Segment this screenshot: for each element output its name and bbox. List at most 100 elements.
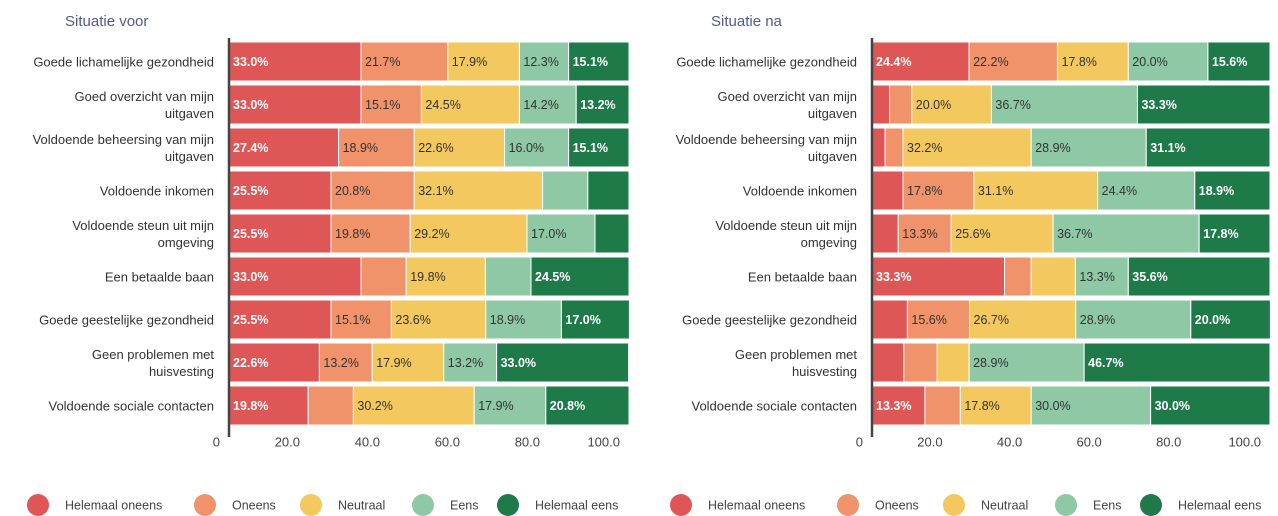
bar-segment (871, 299, 908, 340)
bar-segment (889, 84, 913, 125)
value-label: 36.7% (1057, 227, 1092, 241)
bar-segment (871, 213, 899, 254)
category-label: Goed overzicht van mijn uitgaven (74, 88, 214, 121)
value-label: 15.1% (573, 141, 608, 155)
bar-segment (1097, 170, 1196, 211)
bar-segment (330, 170, 415, 211)
value-label: 18.9% (1199, 184, 1234, 198)
legend-marker (194, 494, 216, 516)
category-label: Goede geestelijke gezondheid (682, 312, 857, 327)
legend-label: Eens (1093, 498, 1122, 512)
bar-segment (906, 299, 971, 340)
bar-segment (409, 213, 528, 254)
bar-segment (228, 213, 332, 254)
bar-segment (871, 385, 926, 426)
bar-segment (575, 84, 630, 125)
legend-marker (412, 494, 434, 516)
bar-segment (390, 299, 487, 340)
bar-segment (352, 385, 475, 426)
bar-segment (526, 213, 596, 254)
value-label: 17.0% (565, 313, 600, 327)
bar-segment (950, 213, 1054, 254)
category-label: Voldoende inkomen (742, 183, 857, 198)
bar-segment (1190, 299, 1271, 340)
bar-segment (330, 299, 392, 340)
bar-segment (936, 342, 970, 383)
value-label: 12.3% (523, 55, 558, 69)
category-label: Voldoende steun uit mijn omgeving (715, 217, 857, 250)
bar-segment (542, 170, 589, 211)
legend-marker (1055, 494, 1077, 516)
legend-label: Helemaal eens (535, 498, 618, 512)
legend-marker (1140, 494, 1162, 516)
legend-marker (670, 494, 692, 516)
category-label: Een betaalde baan (747, 269, 857, 284)
value-label: 15.1% (573, 55, 608, 69)
bar-segment (568, 41, 630, 82)
legend-marker (837, 494, 859, 516)
value-label: 14.2% (523, 98, 558, 112)
bar-segment (1198, 213, 1271, 254)
value-label: 18.9% (490, 313, 525, 327)
value-label: 24.4% (1102, 184, 1137, 198)
legend-label: Neutraal (338, 498, 385, 512)
bar-segment (594, 213, 630, 254)
value-label: 33.3% (876, 270, 911, 284)
x-tick-label: 0 (213, 434, 220, 449)
value-label: 23.6% (395, 313, 430, 327)
value-label: 30.0% (1035, 399, 1070, 413)
bar-segment (871, 342, 905, 383)
bar-segment (504, 127, 570, 168)
x-tick-label: 40.0 (355, 434, 380, 449)
bar-segment (968, 342, 1085, 383)
category-label: Voldoende beheersing van mijn uitgaven (32, 131, 214, 164)
bar-segment (443, 342, 498, 383)
value-label: 19.8% (233, 399, 268, 413)
bar-segment (1127, 256, 1271, 297)
bar-segment (1052, 213, 1200, 254)
bar-segment (1145, 127, 1271, 168)
bar-segment (1194, 170, 1271, 211)
bar-segment (360, 84, 422, 125)
value-label: 22.2% (973, 55, 1008, 69)
x-tick-label: 80.0 (1156, 434, 1181, 449)
x-tick-label: 100.0 (1228, 434, 1261, 449)
bar-segment (897, 213, 952, 254)
bar-segment (902, 127, 1032, 168)
bar-segment (545, 385, 630, 426)
value-label: 19.8% (335, 227, 370, 241)
bar-segment (420, 84, 520, 125)
value-label: 22.6% (418, 141, 453, 155)
bar-segment (871, 170, 904, 211)
bar-segment (884, 127, 904, 168)
chart-title: Situatie na (711, 13, 783, 30)
value-label: 25.5% (233, 184, 268, 198)
x-tick-label: 20.0 (917, 434, 942, 449)
value-label: 20.0% (1195, 313, 1230, 327)
legend-label: Oneens (232, 498, 276, 512)
value-label: 17.8% (1203, 227, 1238, 241)
value-label: 21.7% (365, 55, 400, 69)
bar-segment (1083, 342, 1271, 383)
legend-marker (27, 494, 49, 516)
value-label: 17.9% (452, 55, 487, 69)
value-label: 30.0% (1155, 399, 1190, 413)
value-label: 16.0% (509, 141, 544, 155)
category-label: Voldoende steun uit mijn omgeving (72, 217, 214, 250)
category-label: Geen problemen met huisvesting (91, 346, 214, 379)
value-label: 24.5% (425, 98, 460, 112)
legend-label: Neutraal (981, 498, 1028, 512)
value-label: 28.9% (1080, 313, 1115, 327)
category-label: Voldoende inkomen (99, 183, 214, 198)
value-label: 27.4% (233, 141, 268, 155)
bar-segment (360, 41, 449, 82)
bar-segment (871, 127, 886, 168)
bar-segment (903, 342, 938, 383)
bar-segment (1030, 385, 1152, 426)
bar-segment (228, 41, 362, 82)
bar-segment (902, 170, 975, 211)
bar-segment (587, 170, 630, 211)
value-label: 13.3% (902, 227, 937, 241)
